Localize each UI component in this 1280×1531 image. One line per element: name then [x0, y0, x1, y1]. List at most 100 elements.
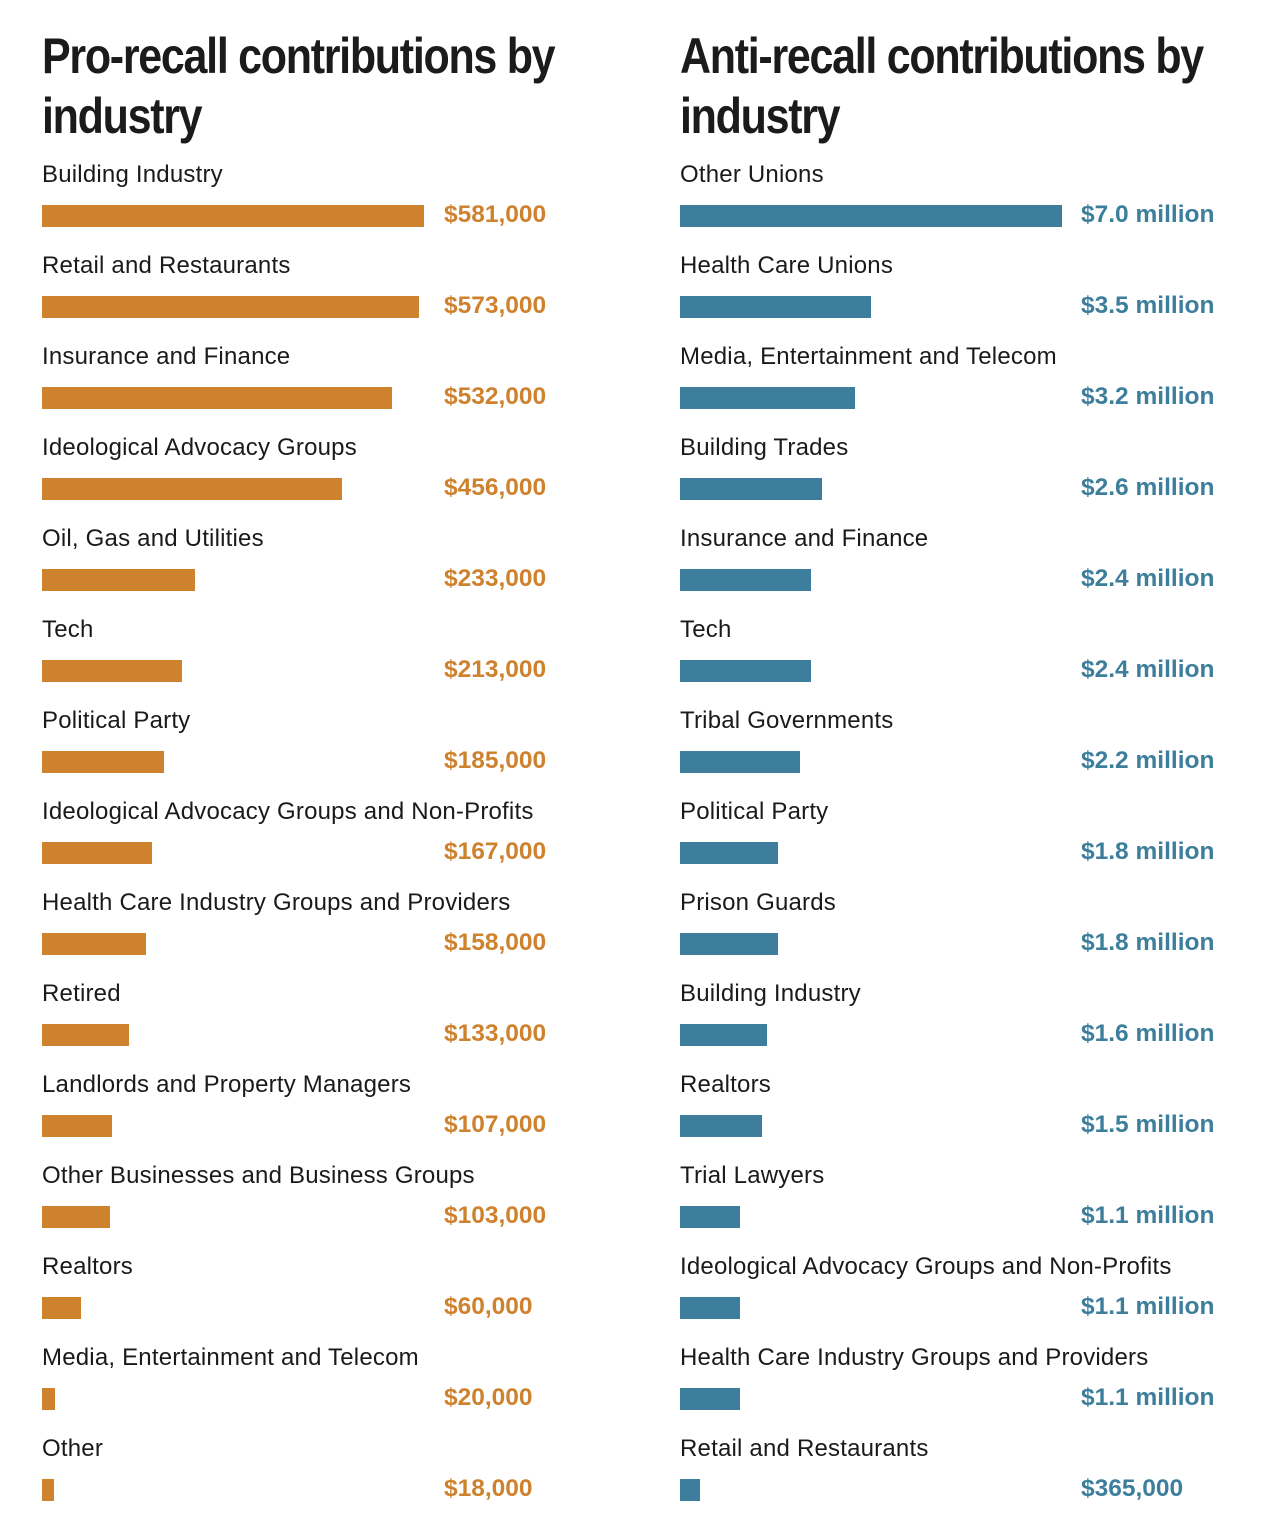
pro-category-label: Political Party [42, 707, 191, 734]
anti-bar [680, 660, 811, 682]
anti-category-label: Building Trades [680, 434, 849, 461]
pro-category-label: Realtors [42, 1253, 133, 1280]
anti-bar [680, 478, 822, 500]
pro-value-label: $581,000 [444, 201, 547, 228]
anti-value-label: $365,000 [1081, 1475, 1184, 1502]
anti-category-label: Health Care Unions [680, 252, 894, 279]
pro-value-label: $158,000 [444, 929, 547, 956]
pro-value-label: $103,000 [444, 1202, 547, 1229]
pro-bar-row: Building Industry $581,000 [42, 160, 642, 251]
pro-bar [42, 842, 152, 864]
anti-category-label: Tech [680, 616, 732, 643]
pro-bar-row: Other Businesses and Business Groups $103… [42, 1161, 642, 1252]
pro-bar [42, 1206, 110, 1228]
pro-bar [42, 660, 182, 682]
pro-bar-row: Media, Entertainment and Telecom $20,000 [42, 1343, 642, 1434]
pro-bar [42, 205, 424, 227]
anti-bar [680, 296, 871, 318]
pro-value-label: $20,000 [444, 1384, 533, 1411]
anti-bar-row: Insurance and Finance $2.4 million [680, 524, 1280, 615]
pro-value-label: $532,000 [444, 383, 547, 410]
pro-bar [42, 1479, 54, 1501]
anti-value-label: $1.5 million [1081, 1111, 1215, 1138]
pro-bar [42, 1297, 81, 1319]
anti-bar-row: Tech $2.4 million [680, 615, 1280, 706]
anti-value-label: $1.8 million [1081, 838, 1215, 865]
anti-category-label: Realtors [680, 1071, 771, 1098]
anti-category-label: Retail and Restaurants [680, 1435, 929, 1462]
anti-value-label: $2.6 million [1081, 474, 1215, 501]
pro-category-label: Landlords and Property Managers [42, 1071, 412, 1098]
anti-bar [680, 751, 800, 773]
pro-value-label: $573,000 [444, 292, 547, 319]
anti-value-label: $1.6 million [1081, 1020, 1215, 1047]
anti-value-label: $2.4 million [1081, 565, 1215, 592]
pro-bar-row: Ideological Advocacy Groups $456,000 [42, 433, 642, 524]
pro-bar-row: Tech $213,000 [42, 615, 642, 706]
pro-bar-row: Insurance and Finance $532,000 [42, 342, 642, 433]
anti-bar-row: Prison Guards $1.8 million [680, 888, 1280, 979]
anti-bar [680, 842, 778, 864]
anti-category-label: Health Care Industry Groups and Provider… [680, 1344, 1149, 1371]
pro-category-label: Other [42, 1435, 104, 1462]
anti-value-label: $2.2 million [1081, 747, 1215, 774]
pro-bar [42, 387, 392, 409]
anti-value-label: $1.1 million [1081, 1202, 1215, 1229]
pro-category-label: Tech [42, 616, 94, 643]
pro-bar-row: Landlords and Property Managers $107,000 [42, 1070, 642, 1161]
pro-value-label: $107,000 [444, 1111, 547, 1138]
anti-bar-row: Media, Entertainment and Telecom $3.2 mil… [680, 342, 1280, 433]
anti-bar [680, 933, 778, 955]
pro-bar [42, 1388, 55, 1410]
pro-bar-row: Ideological Advocacy Groups and Non-Prof… [42, 797, 642, 888]
pro-value-label: $133,000 [444, 1020, 547, 1047]
anti-bar-row: Building Industry $1.6 million [680, 979, 1280, 1070]
anti-bar [680, 1388, 740, 1410]
anti-value-label: $7.0 million [1081, 201, 1215, 228]
anti-bar-row: Other Unions $7.0 million [680, 160, 1280, 251]
pro-category-label: Building Industry [42, 161, 223, 188]
pro-category-label: Ideological Advocacy Groups [42, 434, 357, 461]
pro-bar [42, 296, 419, 318]
anti-category-label: Insurance and Finance [680, 525, 929, 552]
anti-bar-row: Health Care Unions $3.5 million [680, 251, 1280, 342]
anti-bar [680, 1297, 740, 1319]
pro-bar-row: Other $18,000 [42, 1434, 642, 1525]
pro-category-label: Health Care Industry Groups and Provider… [42, 889, 511, 916]
pro-bar-row: Health Care Industry Groups and Provider… [42, 888, 642, 979]
anti-bar-row: Political Party $1.8 million [680, 797, 1280, 888]
anti-value-label: $1.1 million [1081, 1384, 1215, 1411]
pro-value-label: $233,000 [444, 565, 547, 592]
pro-bar [42, 478, 342, 500]
anti-value-label: $2.4 million [1081, 656, 1215, 683]
pro-bar-row: Retail and Restaurants $573,000 [42, 251, 642, 342]
anti-value-label: $3.2 million [1081, 383, 1215, 410]
pro-value-label: $60,000 [444, 1293, 533, 1320]
pro-category-label: Oil, Gas and Utilities [42, 525, 264, 552]
anti-bar [680, 1479, 700, 1501]
anti-bar-row: Building Trades $2.6 million [680, 433, 1280, 524]
pro-recall-title: Pro-recall contributions by industry [42, 28, 556, 144]
pro-value-label: $185,000 [444, 747, 547, 774]
anti-bar [680, 387, 855, 409]
anti-value-label: $3.5 million [1081, 292, 1215, 319]
anti-value-label: $1.8 million [1081, 929, 1215, 956]
pro-category-label: Media, Entertainment and Telecom [42, 1344, 419, 1371]
anti-value-label: $1.1 million [1081, 1293, 1215, 1320]
pro-value-label: $18,000 [444, 1475, 533, 1502]
anti-bar-row: Ideological Advocacy Groups and Non-Prof… [680, 1252, 1280, 1343]
pro-category-label: Retail and Restaurants [42, 252, 291, 279]
anti-category-label: Building Industry [680, 980, 861, 1007]
pro-category-label: Other Businesses and Business Groups [42, 1162, 475, 1189]
pro-value-label: $167,000 [444, 838, 547, 865]
anti-category-label: Other Unions [680, 161, 824, 188]
pro-bar-row: Oil, Gas and Utilities $233,000 [42, 524, 642, 615]
anti-recall-title: Anti-recall contributions by industry [680, 28, 1204, 144]
anti-category-label: Media, Entertainment and Telecom [680, 343, 1057, 370]
anti-bar [680, 1024, 767, 1046]
pro-bar [42, 569, 195, 591]
anti-category-label: Political Party [680, 798, 829, 825]
pro-bar-row: Realtors $60,000 [42, 1252, 642, 1343]
anti-bar-row: Health Care Industry Groups and Provider… [680, 1343, 1280, 1434]
pro-bar [42, 933, 146, 955]
